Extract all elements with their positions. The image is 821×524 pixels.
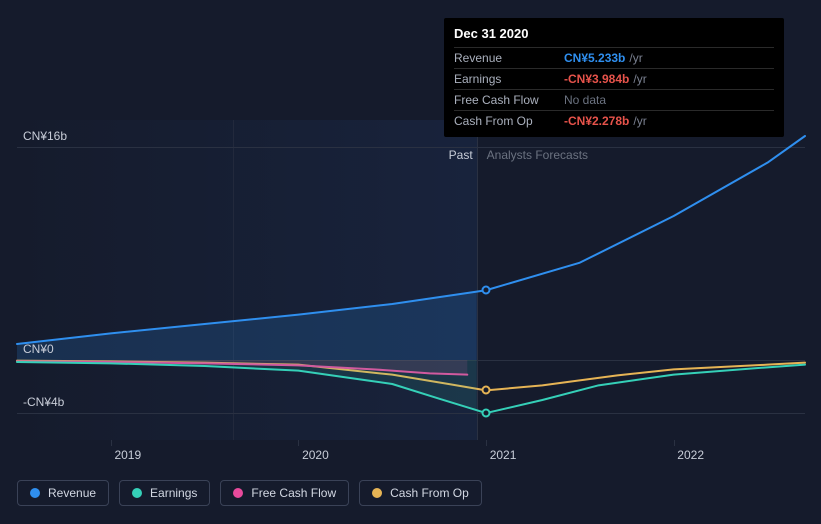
tooltip-row: Free Cash FlowNo data (454, 89, 774, 110)
legend-label: Revenue (48, 486, 96, 500)
tooltip-row-label: Revenue (454, 51, 564, 65)
x-tick (298, 440, 299, 446)
hover-tooltip: Dec 31 2020 RevenueCN¥5.233b/yrEarnings-… (444, 18, 784, 137)
legend-label: Free Cash Flow (251, 486, 336, 500)
legend-item-earnings[interactable]: Earnings (119, 480, 210, 506)
y-tick-label: -CN¥4b (23, 395, 64, 409)
tooltip-row: RevenueCN¥5.233b/yr (454, 47, 774, 68)
x-tick-label: 2020 (302, 448, 329, 462)
x-tick (111, 440, 112, 446)
legend-item-revenue[interactable]: Revenue (17, 480, 109, 506)
legend-label: Cash From Op (390, 486, 469, 500)
tooltip-row-label: Earnings (454, 72, 564, 86)
legend-label: Earnings (150, 486, 197, 500)
tooltip-row-unit: /yr (633, 72, 646, 86)
tooltip-row-label: Cash From Op (454, 114, 564, 128)
tooltip-rows: RevenueCN¥5.233b/yrEarnings-CN¥3.984b/yr… (454, 47, 774, 131)
x-tick-label: 2022 (677, 448, 704, 462)
tooltip-row: Cash From Op-CN¥2.278b/yr (454, 110, 774, 131)
tooltip-row-value: -CN¥2.278b (564, 114, 629, 128)
y-tick-label: CN¥16b (23, 128, 67, 142)
y-tick-label: CN¥0 (23, 342, 54, 356)
chart-legend: Revenue Earnings Free Cash Flow Cash From O… (17, 480, 482, 506)
tooltip-row-unit: /yr (629, 51, 642, 65)
hover-marker-cfo (482, 386, 491, 395)
tooltip-row-unit: /yr (633, 114, 646, 128)
tooltip-row-value: CN¥5.233b (564, 51, 625, 65)
x-tick-label: 2019 (114, 448, 141, 462)
tooltip-row-value: No data (564, 93, 606, 107)
legend-swatch (30, 488, 40, 498)
hover-marker-earnings (482, 409, 491, 418)
legend-item-free-cash-flow[interactable]: Free Cash Flow (220, 480, 349, 506)
tooltip-row-value: -CN¥3.984b (564, 72, 629, 86)
legend-swatch (372, 488, 382, 498)
legend-swatch (233, 488, 243, 498)
hover-marker-revenue (482, 286, 491, 295)
x-tick (486, 440, 487, 446)
tooltip-title: Dec 31 2020 (454, 26, 774, 47)
legend-swatch (132, 488, 142, 498)
tooltip-row-label: Free Cash Flow (454, 93, 564, 107)
legend-item-cash-from-op[interactable]: Cash From Op (359, 480, 482, 506)
tooltip-row: Earnings-CN¥3.984b/yr (454, 68, 774, 89)
financials-chart: CN¥16bCN¥0-CN¥4b 2019202020212022 Past A… (17, 0, 805, 460)
chart-svg (17, 120, 805, 440)
x-tick (674, 440, 675, 446)
x-tick-label: 2021 (490, 448, 517, 462)
